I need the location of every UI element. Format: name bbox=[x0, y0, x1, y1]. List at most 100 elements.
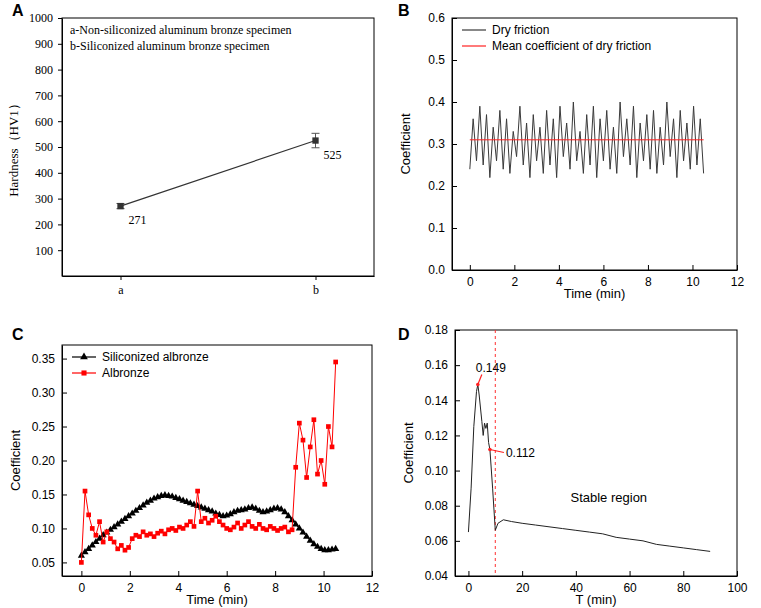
y-axis-tick-mark bbox=[455, 576, 460, 577]
annotation: a-Non-siliconized aluminum bronze specim… bbox=[70, 23, 292, 37]
data-point bbox=[290, 527, 295, 532]
data-point bbox=[330, 445, 335, 450]
x-axis-tick: 100 bbox=[727, 571, 747, 595]
y-axis-tick-label: 0.18 bbox=[425, 323, 449, 337]
x-axis-tick: 0 bbox=[467, 265, 474, 289]
x-axis-tick-label: 80 bbox=[677, 581, 691, 595]
series-line bbox=[81, 362, 335, 562]
x-axis-tick-label: 4 bbox=[556, 275, 563, 289]
data-point bbox=[210, 518, 215, 523]
y-axis-tick-label: 200 bbox=[35, 218, 53, 232]
series-line bbox=[81, 495, 335, 555]
legend-marker bbox=[81, 370, 86, 375]
x-axis: ab bbox=[63, 276, 375, 297]
y-axis-tick-mark bbox=[62, 393, 67, 394]
data-point bbox=[90, 526, 95, 531]
x-axis-tick: 60 bbox=[623, 571, 637, 595]
y-axis-tick-label: 100 bbox=[35, 244, 53, 258]
y-axis-tick: 500 bbox=[35, 140, 62, 154]
data-point bbox=[308, 445, 313, 450]
data-point bbox=[257, 522, 262, 527]
data-label: 271 bbox=[129, 213, 147, 227]
x-axis-tick-mark bbox=[316, 276, 317, 280]
x-axis-tick-label: 8 bbox=[272, 581, 279, 595]
x-axis-tick-label: 10 bbox=[317, 581, 331, 595]
annotation-arrow bbox=[490, 449, 504, 452]
x-axis-tick-mark bbox=[514, 265, 515, 270]
x-axis-tick: 10 bbox=[317, 571, 331, 595]
plot-frame bbox=[452, 18, 737, 270]
y-axis-tick: 900 bbox=[35, 37, 62, 51]
data-point bbox=[195, 489, 200, 494]
y-axis-tick: 0.1 bbox=[428, 221, 457, 235]
y-axis-tick-mark bbox=[58, 147, 62, 148]
legend-item: Dry friction bbox=[462, 23, 549, 37]
legend-marker bbox=[80, 353, 88, 360]
x-axis-tick: b bbox=[313, 276, 319, 297]
y-axis-tick-label: 0.10 bbox=[425, 464, 449, 478]
y-axis-tick-label: 300 bbox=[35, 192, 53, 206]
data-point bbox=[315, 472, 320, 477]
data-point bbox=[232, 525, 237, 530]
y-axis-tick-mark bbox=[455, 541, 460, 542]
x-axis-tick: 0 bbox=[79, 571, 86, 595]
x-axis-tick-label: 2 bbox=[127, 581, 134, 595]
legend-item: Mean coefficient of dry friction bbox=[462, 39, 651, 53]
y-axis-tick-label: 0.05 bbox=[32, 556, 56, 570]
plot-frame bbox=[455, 330, 737, 576]
panel-letter: C bbox=[12, 326, 24, 343]
y-axis-tick: 700 bbox=[35, 89, 62, 103]
x-axis: 024681012 bbox=[453, 265, 745, 289]
data-point bbox=[97, 519, 102, 524]
figure: ab1002003004005006007008009001000AHardne… bbox=[0, 0, 761, 608]
x-axis-tick-label: b bbox=[313, 283, 319, 297]
y-axis-tick-mark bbox=[455, 365, 460, 366]
data-point bbox=[83, 489, 88, 494]
data-point bbox=[292, 520, 299, 526]
y-axis-tick-mark bbox=[58, 121, 62, 122]
x-axis-tick-mark bbox=[603, 265, 604, 270]
y-axis-tick: 0.4 bbox=[428, 95, 457, 109]
y-axis-tick-label: 0.35 bbox=[32, 352, 56, 366]
annotation: Stable region bbox=[570, 490, 647, 505]
plot-data bbox=[78, 360, 339, 565]
legend-item: Albronze bbox=[72, 366, 150, 380]
y-axis-tick-mark bbox=[452, 60, 457, 61]
x-axis-tick: 12 bbox=[731, 265, 745, 289]
data-point bbox=[319, 458, 324, 463]
data-point bbox=[303, 532, 310, 538]
y-axis-tick-label: 0.30 bbox=[32, 386, 56, 400]
x-axis-tick-label: 8 bbox=[645, 275, 652, 289]
data-point bbox=[312, 417, 317, 422]
x-axis-tick: 2 bbox=[127, 571, 134, 595]
y-axis-tick-mark bbox=[58, 70, 62, 71]
y-axis-tick-mark bbox=[455, 471, 460, 472]
y-axis-tick-label: 0.10 bbox=[32, 522, 56, 536]
annotation-arrow-head bbox=[488, 448, 492, 452]
x-axis-tick: 80 bbox=[677, 571, 691, 595]
y-axis-tick: 1000 bbox=[29, 11, 62, 25]
y-axis-tick-label: 0.15 bbox=[32, 488, 56, 502]
y-axis-tick-mark bbox=[452, 270, 457, 271]
y-axis-tick-mark bbox=[58, 18, 62, 19]
y-axis-tick: 0.35 bbox=[32, 352, 67, 366]
panel-letter: D bbox=[398, 326, 410, 343]
y-axis-tick: 0.25 bbox=[32, 420, 67, 434]
x-axis-tick-mark bbox=[324, 571, 325, 576]
annotation: b-Siliconized aluminum bronze specimen bbox=[70, 39, 270, 53]
x-axis-tick-mark bbox=[630, 571, 631, 576]
x-axis-tick-mark bbox=[227, 571, 228, 576]
y-axis-tick: 200 bbox=[35, 218, 62, 232]
x-axis-tick-mark bbox=[559, 265, 560, 270]
x-axis-tick-mark bbox=[470, 265, 471, 270]
x-axis-tick-label: 10 bbox=[686, 275, 700, 289]
plot-texts: 0.1490.112Stable region bbox=[476, 361, 647, 505]
panel: ab1002003004005006007008009001000AHardne… bbox=[6, 2, 375, 297]
y-axis-title: Hardness（HV1） bbox=[6, 97, 21, 197]
y-axis-tick-mark bbox=[455, 330, 460, 331]
y-axis-tick-mark bbox=[58, 199, 62, 200]
y-axis-tick-mark bbox=[455, 506, 460, 507]
data-point bbox=[112, 540, 117, 545]
x-axis-tick: 4 bbox=[175, 571, 182, 595]
x-axis-tick: a bbox=[118, 276, 124, 297]
